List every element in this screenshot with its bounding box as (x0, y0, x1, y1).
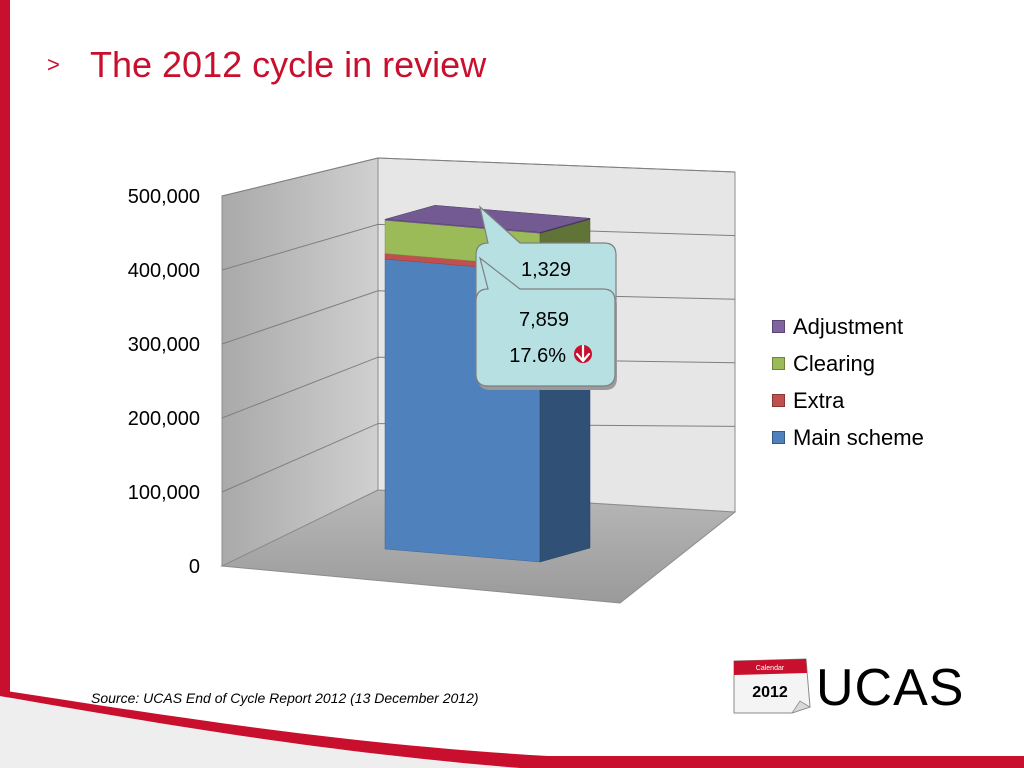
left-accent-bar (0, 0, 10, 768)
y-tick-label: 400,000 (128, 260, 200, 282)
down-arrow-icon (574, 344, 592, 363)
legend-label: Clearing (793, 350, 875, 376)
legend-item-clearing: Clearing (772, 345, 924, 382)
y-tick-label: 500,000 (128, 186, 200, 208)
legend-swatch (772, 320, 785, 333)
calendar-icon: Calendar 2012 (733, 658, 811, 714)
legend-item-main-scheme: Main scheme (772, 419, 924, 456)
legend-item-adjustment: Adjustment (772, 308, 924, 345)
gridline (221, 157, 736, 197)
stacked-bar-chart-3d: 0 100,000 200,000 300,000 400,000 500,000 1,3… (128, 157, 737, 604)
source-note: Source: UCAS End of Cycle Report 2012 (1… (91, 690, 479, 706)
legend-swatch (772, 431, 785, 444)
legend-item-extra: Extra (772, 382, 924, 419)
y-tick-label: 0 (189, 556, 200, 578)
callouts: 1,329 7,859 17.6% (475, 205, 617, 390)
legend-label: Extra (793, 387, 845, 413)
slide-title: The 2012 cycle in review (90, 44, 487, 85)
calendar-year: 2012 (752, 684, 788, 701)
bottom-decoration (0, 690, 1024, 768)
legend-label: Main scheme (793, 424, 924, 450)
legend-swatch (772, 357, 785, 370)
callout-extra: 7,859 17.6% (475, 256, 617, 390)
gridline (221, 223, 736, 271)
callout-change: 17.6% (509, 345, 566, 367)
chart-legend: Adjustment Clearing Extra Main scheme (772, 308, 924, 456)
title-marker: > (47, 52, 60, 77)
y-tick-label: 300,000 (128, 334, 200, 356)
y-tick-label: 100,000 (128, 482, 200, 504)
y-axis-tick-labels: 0 100,000 200,000 300,000 400,000 500,000 (128, 186, 200, 578)
callout-value: 7,859 (519, 309, 569, 331)
gridline (221, 423, 736, 493)
legend-label: Adjustment (793, 313, 904, 339)
callout-value: 1,329 (521, 259, 571, 281)
down-arrow-glyph (575, 344, 591, 363)
legend-swatch (772, 394, 785, 407)
ucas-wordmark: UCAS (816, 659, 964, 717)
calendar-word: Calendar (756, 665, 785, 672)
ucas-2012-logo: Calendar 2012 UCAS (733, 658, 964, 717)
y-tick-label: 200,000 (128, 408, 200, 430)
